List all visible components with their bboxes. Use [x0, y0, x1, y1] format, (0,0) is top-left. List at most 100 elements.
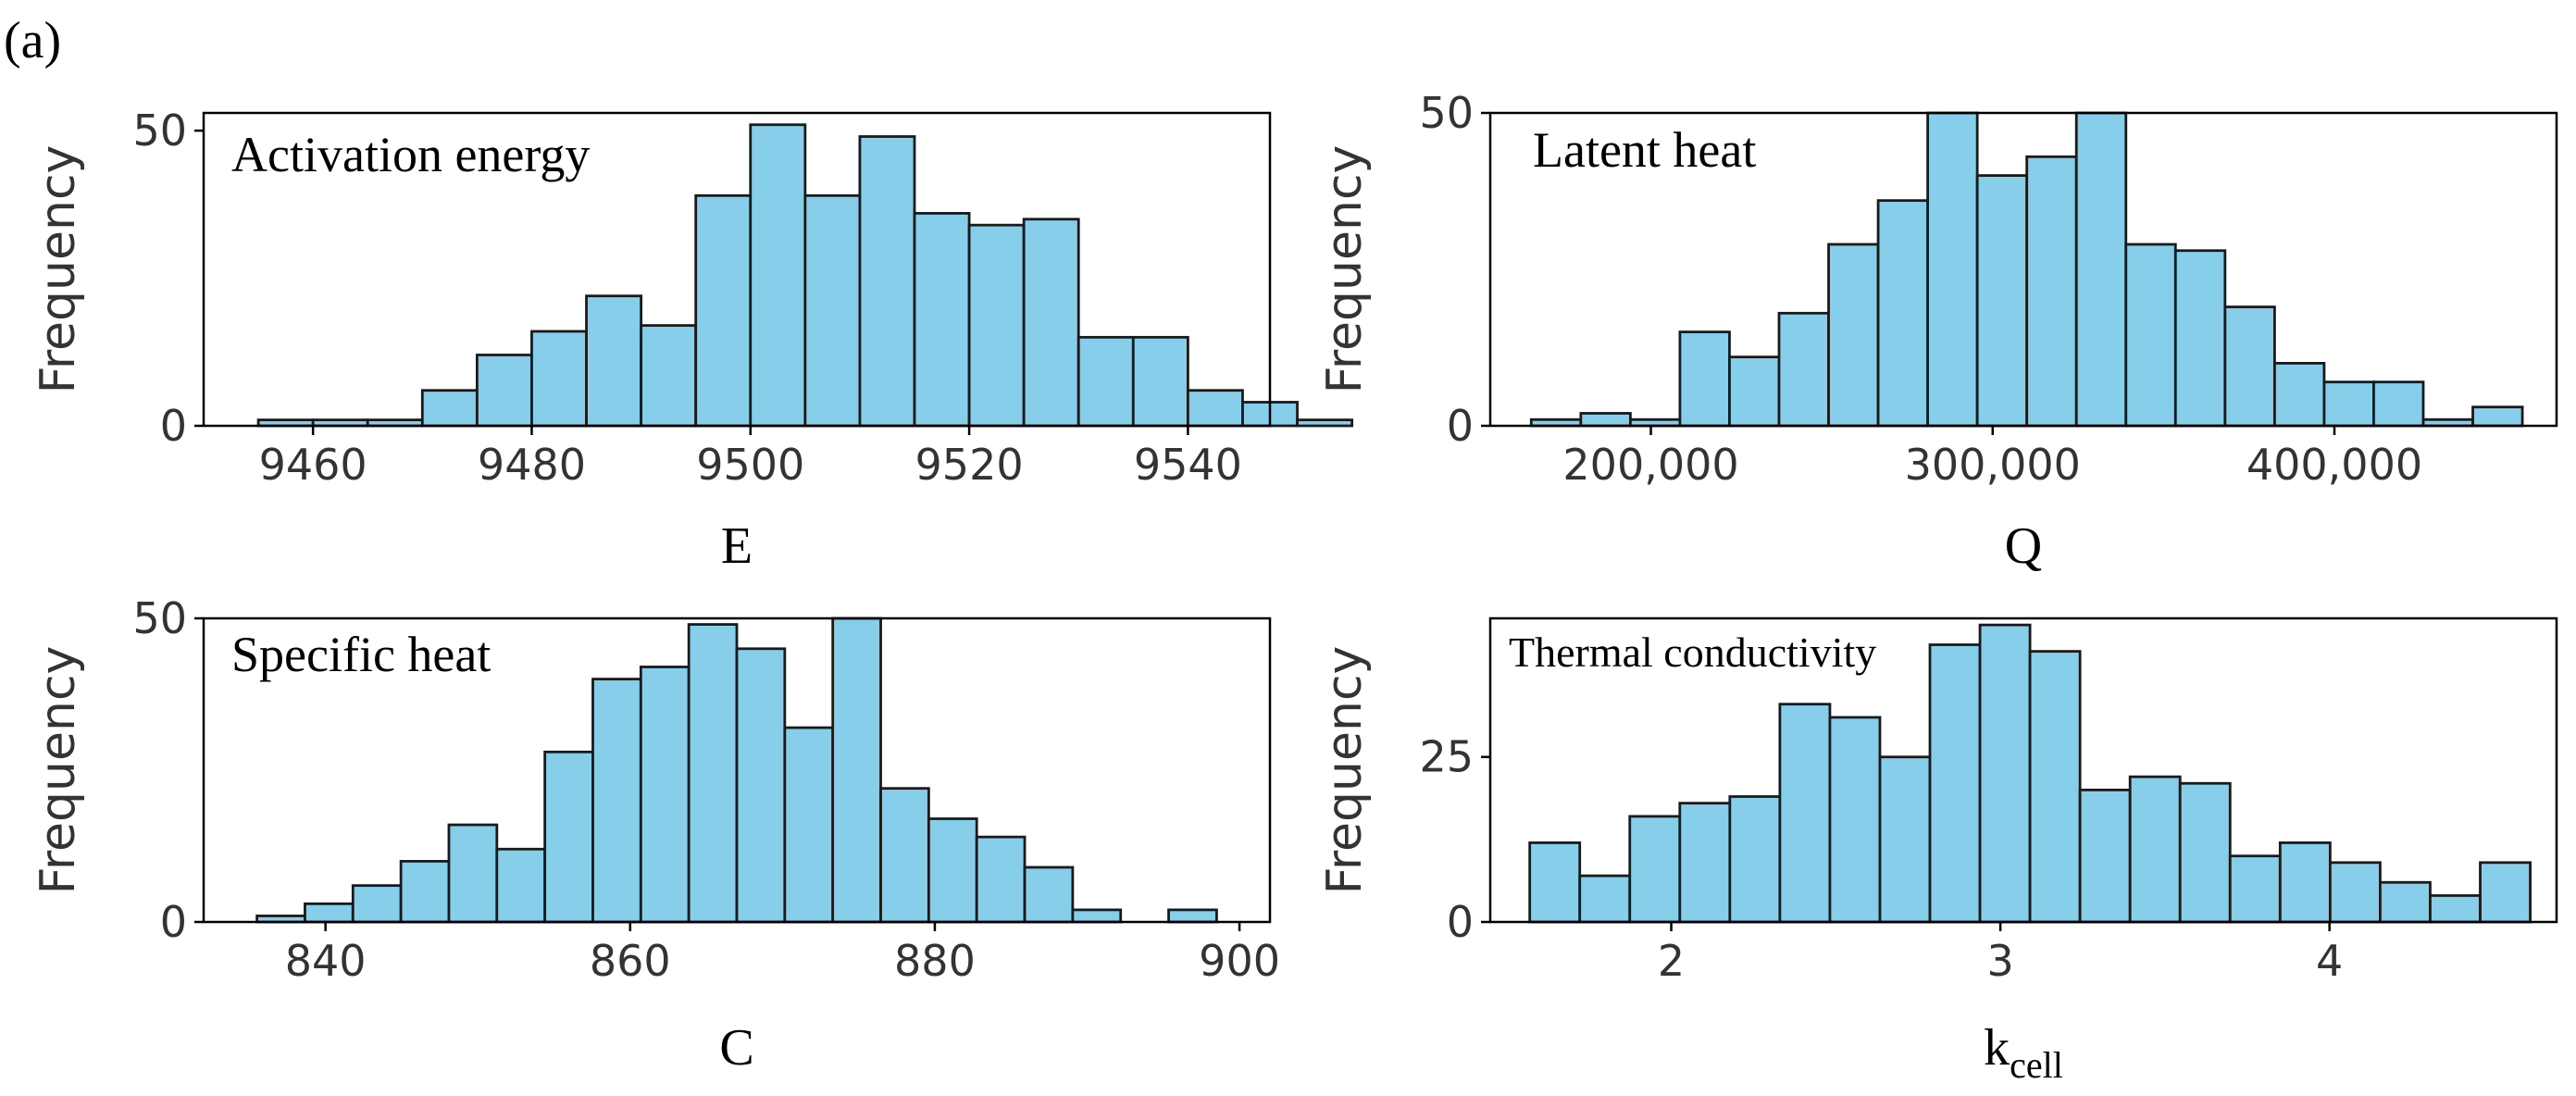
- histogram-bar: [975, 835, 1027, 924]
- histogram-bar: [2124, 243, 2177, 428]
- histogram-activation-energy: 9460 9480 9500 9520 9540 0 50 Frequency E Activat…: [31, 106, 1354, 575]
- histogram-specific-heat: 840 860 880 900 0 50 Frequency C Specific heat: [31, 593, 1280, 1077]
- histogram-bar: [304, 902, 355, 924]
- histogram-bar: [1975, 174, 2029, 428]
- histogram-bar: [1728, 795, 1782, 924]
- histogram-bar: [1186, 389, 1244, 428]
- histogram-bar: [1076, 335, 1135, 428]
- histogram-bar: [1678, 802, 1732, 924]
- x-axis-label: kcell: [1984, 1019, 2063, 1086]
- x-tick-label: 9500: [696, 440, 804, 490]
- histogram-bar: [1296, 418, 1354, 428]
- y-axis-label: Frequency: [31, 145, 86, 394]
- histogram-bar: [1777, 311, 1830, 428]
- histogram-bar: [687, 623, 739, 924]
- panel-title: Latent heat: [1533, 122, 1756, 178]
- y-axis-label: Frequency: [1317, 145, 1373, 394]
- histogram-bar: [2228, 854, 2282, 924]
- x-tick-label: 9540: [1134, 440, 1242, 490]
- x-axis-label: Q: [2005, 517, 2042, 575]
- histogram-bar: [591, 678, 642, 924]
- histogram-bar: [2128, 775, 2182, 924]
- histogram-bar: [694, 193, 753, 428]
- histogram-bar: [399, 860, 451, 924]
- x-tick-label: 200,000: [1562, 440, 1738, 490]
- histogram-bar: [1778, 703, 1832, 924]
- histogram-bar: [783, 726, 835, 924]
- histogram-bar: [2372, 380, 2425, 428]
- x-axis-label: C: [719, 1019, 753, 1077]
- x-tick-label: 9520: [915, 440, 1024, 490]
- histogram-bar: [1578, 874, 1632, 924]
- histogram-bar: [351, 884, 403, 924]
- histogram-bar: [2322, 380, 2375, 428]
- panel-title: Specific heat: [231, 627, 491, 682]
- y-tick-label: 0: [160, 401, 187, 451]
- histogram-bar: [1928, 643, 1982, 924]
- histogram-bar: [639, 666, 691, 924]
- x-tick-label: 900: [1199, 936, 1280, 986]
- histogram-bar: [913, 212, 971, 428]
- y-tick-label: 25: [1419, 732, 1474, 782]
- figure-label: (a): [4, 12, 61, 69]
- histogram-latent-heat: 200,000 300,000 400,000 0 50 Frequency Q Latent…: [1317, 88, 2558, 575]
- histogram-bar: [1167, 908, 1218, 924]
- x-tick-label: 2: [1658, 936, 1685, 986]
- x-tick-label: 400,000: [2246, 440, 2422, 490]
- x-tick-label: 860: [590, 936, 671, 986]
- histogram-bar: [967, 223, 1026, 428]
- histogram-bar: [927, 817, 978, 924]
- y-tick-label: 50: [1419, 88, 1474, 138]
- plot-frame: [1488, 111, 2558, 428]
- histogram-bar: [1827, 243, 1880, 428]
- plot-frame: [202, 616, 1272, 924]
- histogram-bar: [447, 823, 499, 924]
- histogram-bar: [2278, 841, 2332, 924]
- histogram-bar: [543, 750, 594, 924]
- x-tick-label: 880: [894, 936, 976, 986]
- histogram-bar: [858, 135, 916, 428]
- histogram-bar: [1022, 218, 1080, 428]
- x-tick-label: 9480: [478, 440, 586, 490]
- histogram-bar: [1878, 755, 1932, 924]
- plot-frame: [202, 111, 1272, 428]
- x-tick-label: 4: [2316, 936, 2343, 986]
- y-tick-label: 0: [1447, 897, 1474, 947]
- x-tick-label: 300,000: [1905, 440, 2081, 490]
- histogram-bar: [735, 647, 787, 924]
- histogram-bar: [1678, 330, 1731, 428]
- x-axis-label: E: [721, 517, 753, 575]
- x-tick-label: 3: [1986, 936, 2013, 986]
- x-tick-label: 840: [285, 936, 367, 986]
- histogram-bar: [2173, 249, 2227, 428]
- histogram-bar: [1023, 866, 1075, 924]
- y-axis-label: Frequency: [1317, 646, 1373, 895]
- histogram-bar: [1876, 199, 1930, 428]
- histogram-bar: [1978, 623, 2032, 924]
- histogram-bar: [2471, 405, 2524, 428]
- histogram-bar: [2272, 361, 2326, 428]
- histogram-bar: [2074, 111, 2128, 428]
- histogram-bar: [2429, 894, 2482, 924]
- histogram-bar: [2379, 880, 2432, 924]
- histogram-bar: [1528, 841, 1582, 924]
- y-tick-label: 50: [132, 593, 187, 643]
- histogram-bar: [1926, 111, 1979, 428]
- histogram-bar: [640, 324, 698, 428]
- plot-frame: [1488, 616, 2558, 924]
- x-tick-label: 9460: [259, 440, 367, 490]
- histogram-bar: [2479, 861, 2532, 924]
- histogram-bar: [2025, 155, 2078, 428]
- histogram-bar: [831, 616, 882, 924]
- histogram-bar: [879, 787, 930, 924]
- histogram-bar: [585, 294, 643, 428]
- y-tick-label: 0: [160, 897, 187, 947]
- y-tick-label: 0: [1447, 401, 1474, 451]
- histogram-bar: [2328, 861, 2382, 924]
- panels: 9460 9480 9500 9520 9540 0 50 Frequency E Activat…: [31, 88, 2558, 1086]
- histogram-bar: [803, 193, 862, 428]
- histogram-bar: [1628, 815, 1682, 924]
- histogram-bar: [2178, 781, 2232, 924]
- histogram-bar: [475, 354, 533, 428]
